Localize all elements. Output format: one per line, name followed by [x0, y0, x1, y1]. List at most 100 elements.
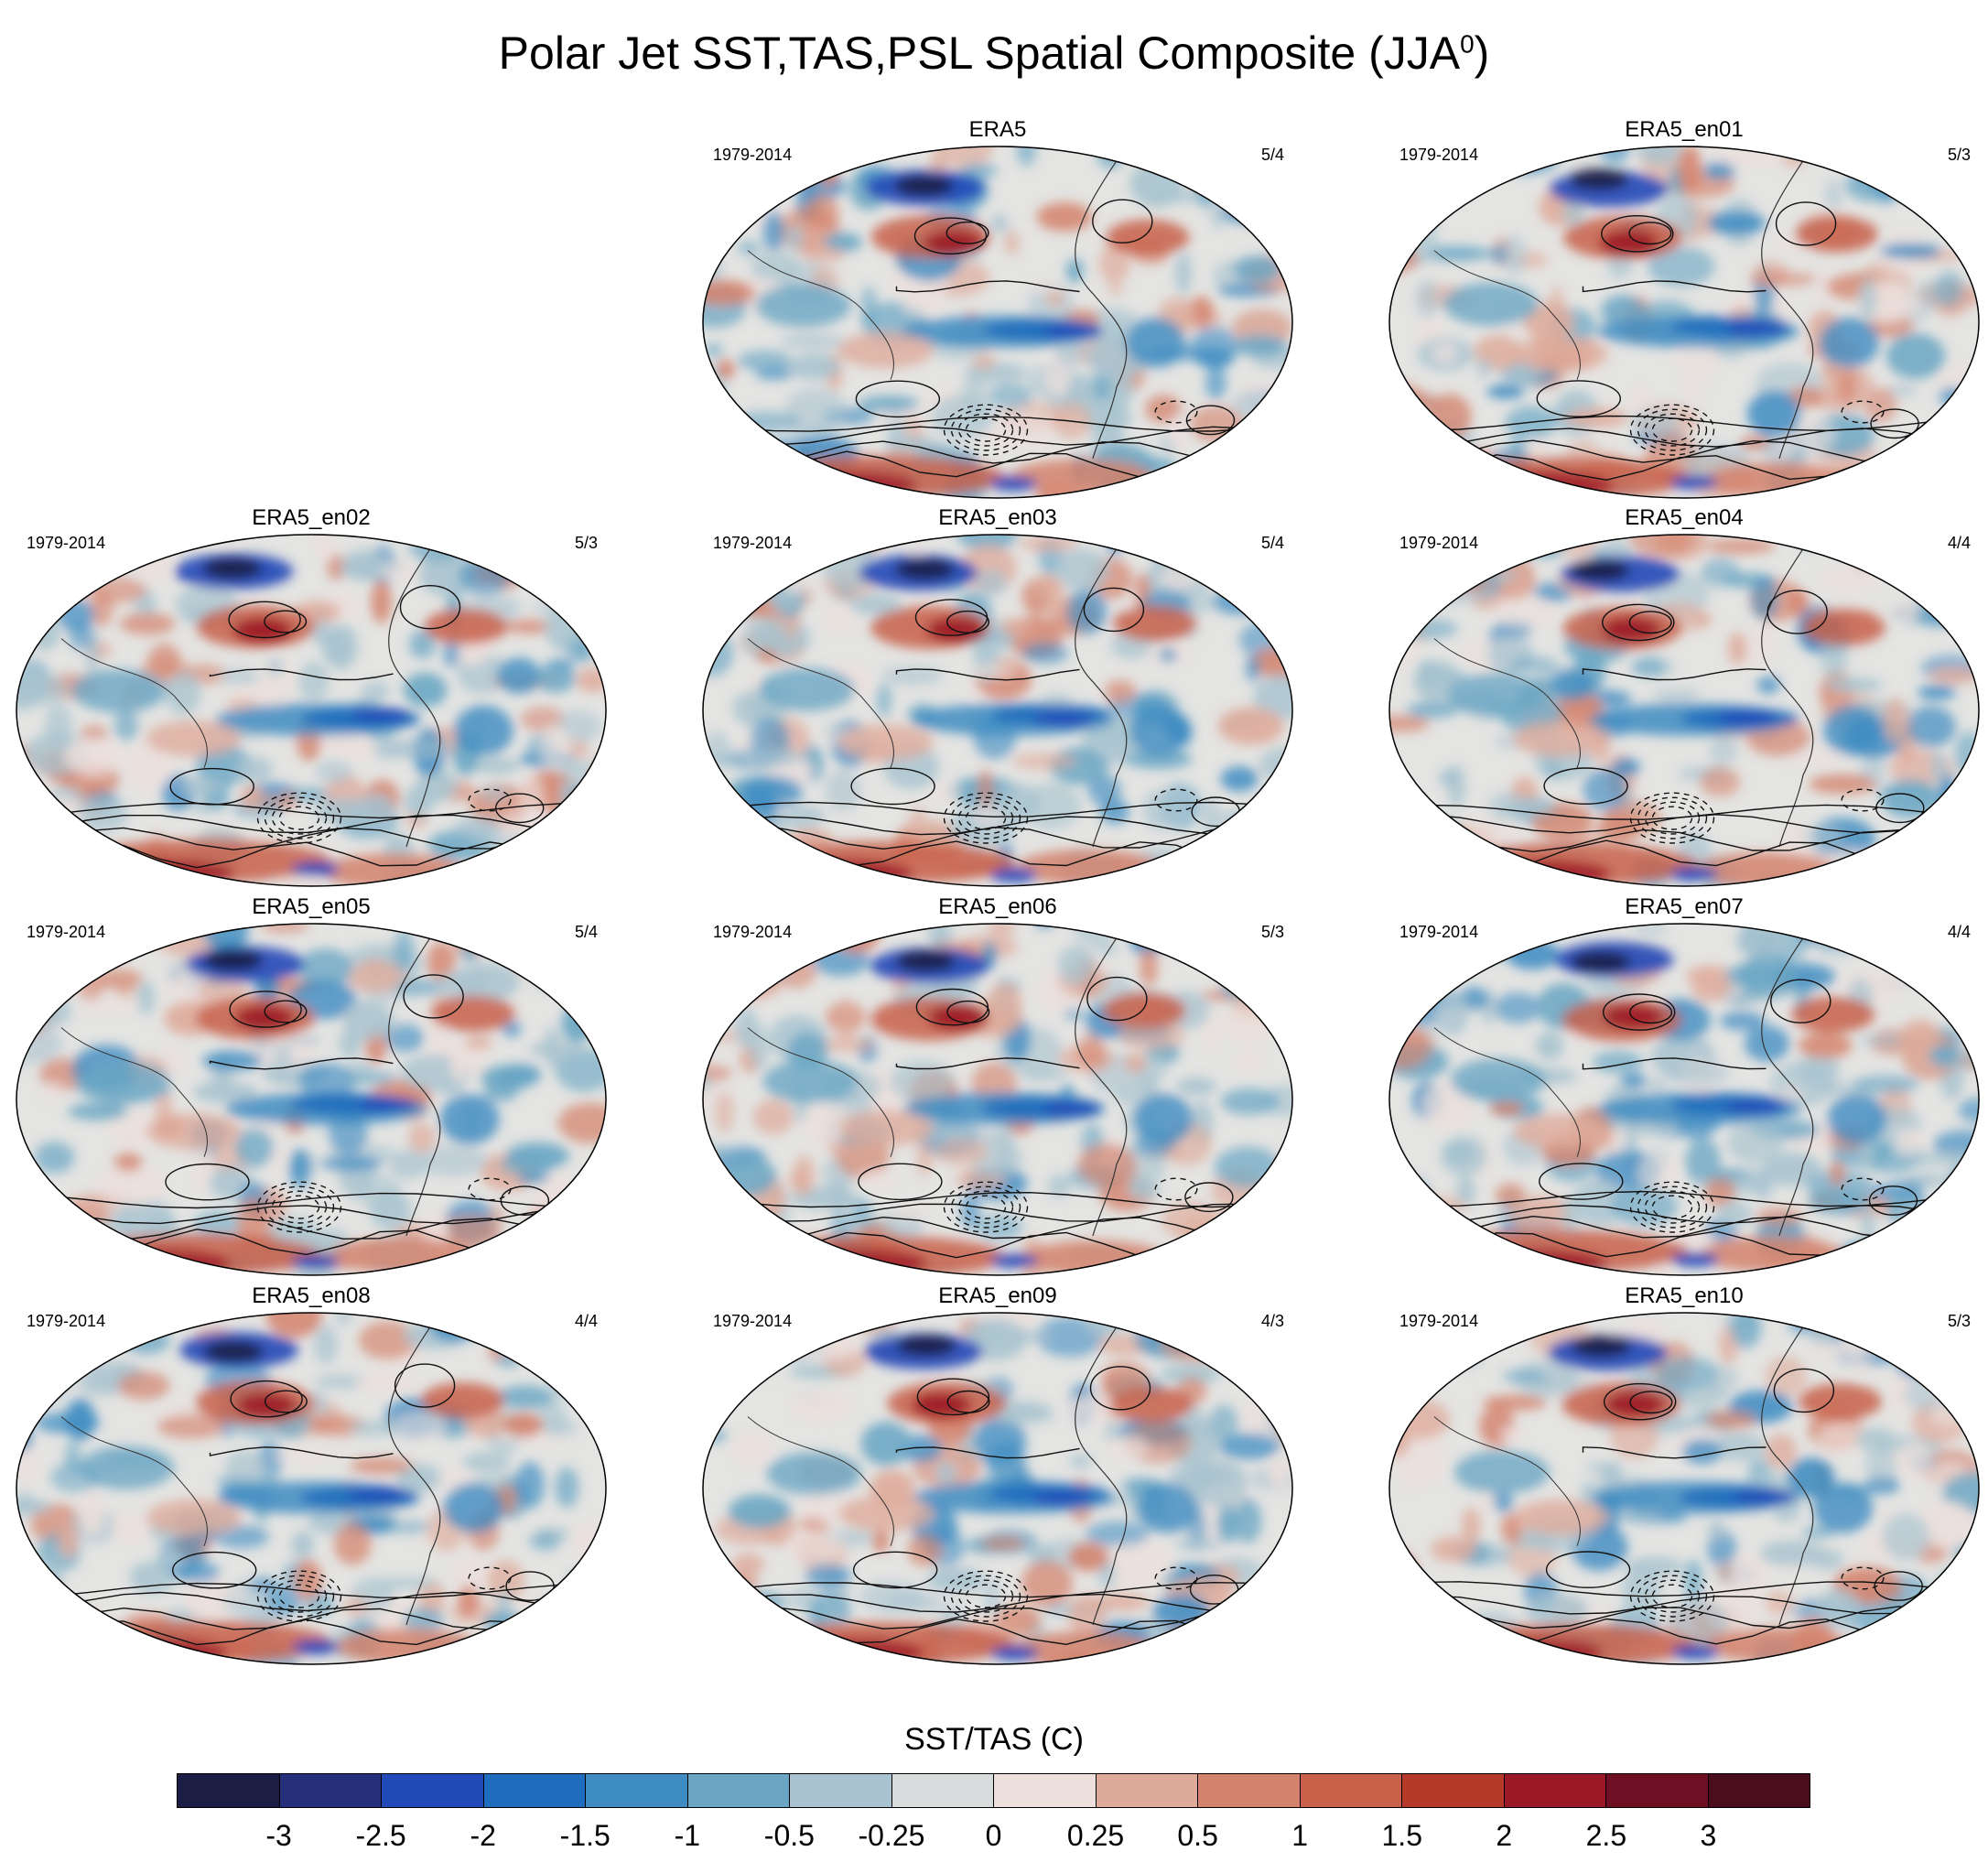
psl-contour — [1629, 1001, 1673, 1024]
anomaly-feature — [1450, 1058, 1546, 1102]
colorbar-box — [790, 1774, 892, 1807]
anomaly-blob — [794, 1252, 819, 1275]
anomaly-blob — [1176, 1077, 1216, 1096]
anomaly-feature — [424, 608, 508, 645]
anomaly-blob — [1931, 751, 1947, 784]
panel-title: ERA5 — [968, 117, 1027, 142]
anomaly-blob — [137, 980, 155, 1015]
map-panel: ERA5_en02 1979-2014 5/3 — [14, 505, 609, 890]
anomaly-feature — [335, 1628, 479, 1664]
anomaly-feature — [1042, 1101, 1102, 1117]
anomaly-blob — [956, 535, 1018, 551]
anomaly-blob — [567, 740, 589, 759]
anomaly-blob — [803, 1103, 849, 1144]
anomaly-feature — [1464, 1249, 1607, 1275]
anomaly-blob — [57, 947, 118, 965]
anomaly-blob — [1419, 581, 1436, 614]
psl-contour-negative — [1154, 1177, 1198, 1201]
anomaly-blob — [1280, 1205, 1292, 1252]
anomaly-blob — [64, 737, 124, 775]
colorbar-tick-label: 1.5 — [1381, 1819, 1422, 1852]
psl-contour — [703, 426, 1287, 446]
anomaly-blob — [743, 835, 778, 854]
anomaly-feature — [1133, 1094, 1194, 1144]
anomaly-feature — [431, 995, 515, 1032]
anomaly-blob — [876, 683, 892, 718]
map-outline — [1388, 146, 1980, 499]
anomaly-blob — [1864, 387, 1897, 423]
anomaly-blob — [1437, 944, 1505, 962]
anomaly-blob — [916, 1140, 933, 1176]
anomaly-blob — [16, 828, 45, 868]
anomaly-blob — [16, 1355, 68, 1402]
anomaly-blob — [1945, 1329, 1972, 1347]
anomaly-blob — [1068, 1543, 1109, 1572]
coastline — [1433, 1416, 1581, 1546]
map-outline — [1388, 534, 1980, 887]
anomaly-blob — [1200, 1313, 1240, 1335]
psl-contour-negative — [256, 1570, 342, 1622]
anomaly-blob — [16, 673, 67, 706]
anomaly-blob — [1404, 447, 1424, 484]
anomaly-blob — [292, 1267, 337, 1275]
coastline — [60, 638, 208, 768]
anomaly-blob — [1763, 1152, 1822, 1186]
anomaly-blob — [759, 146, 825, 179]
anomaly-blob — [1846, 852, 1878, 878]
anomaly-blob — [1104, 1541, 1173, 1588]
anomaly-blob — [1204, 796, 1220, 844]
anomaly-blob — [782, 577, 809, 593]
psl-contour — [1582, 668, 1767, 681]
anomaly-blob — [717, 359, 735, 380]
anomaly-blob — [1667, 1061, 1730, 1087]
map-plot — [1388, 923, 1980, 1276]
anomaly-feature — [1126, 317, 1186, 368]
anomaly-blob — [973, 1418, 1027, 1465]
anomaly-blob — [562, 1232, 600, 1266]
anomaly-blob — [291, 1531, 315, 1559]
anomaly-feature — [92, 859, 234, 886]
anomaly-blob — [1390, 817, 1458, 834]
panel-count: 5/3 — [1947, 146, 1971, 164]
psl-contour-negative — [950, 796, 1021, 839]
anomaly-blob — [193, 799, 213, 814]
anomaly-blob — [977, 568, 1007, 597]
anomaly-blob — [1389, 1629, 1413, 1664]
psl-contour — [895, 280, 1080, 293]
anomaly-blob — [703, 1322, 738, 1358]
anomaly-blob — [1884, 1651, 1911, 1664]
anomaly-blob — [17, 993, 71, 1028]
anomaly-blob — [341, 1071, 397, 1086]
anomaly-blob — [73, 1235, 118, 1274]
anomaly-blob — [135, 548, 172, 583]
anomaly-blob — [1431, 1536, 1476, 1563]
anomaly-blob — [599, 1147, 606, 1176]
anomaly-blob — [703, 463, 732, 496]
anomaly-blob — [1242, 1313, 1292, 1342]
chart-title-tail: ) — [1474, 27, 1490, 79]
psl-contour-negative — [1644, 801, 1701, 835]
psl-contour-negative — [1629, 792, 1715, 844]
anomaly-blob — [1143, 924, 1199, 944]
anomaly-blob — [738, 749, 804, 767]
anomaly-blob — [703, 342, 724, 358]
anomaly-blob — [591, 561, 606, 606]
anomaly-blob — [1389, 146, 1404, 173]
anomaly-feature — [894, 175, 955, 197]
anomaly-blob — [1077, 1143, 1137, 1186]
anomaly-blob — [1750, 576, 1778, 621]
anomaly-feature — [291, 1254, 340, 1270]
anomaly-blob — [1503, 234, 1527, 276]
anomaly-blob — [514, 1461, 546, 1509]
anomaly-blob — [146, 535, 200, 540]
psl-contour — [895, 1057, 1080, 1070]
psl-contour — [913, 217, 988, 254]
anomaly-blob — [1216, 1505, 1238, 1543]
anomaly-blob — [26, 835, 66, 858]
anomaly-blob — [570, 924, 606, 953]
anomaly-feature — [1799, 1383, 1883, 1420]
anomaly-blob — [825, 769, 861, 811]
anomaly-blob — [1248, 192, 1285, 232]
anomaly-blob — [565, 844, 598, 886]
anomaly-blob — [1183, 1636, 1220, 1656]
